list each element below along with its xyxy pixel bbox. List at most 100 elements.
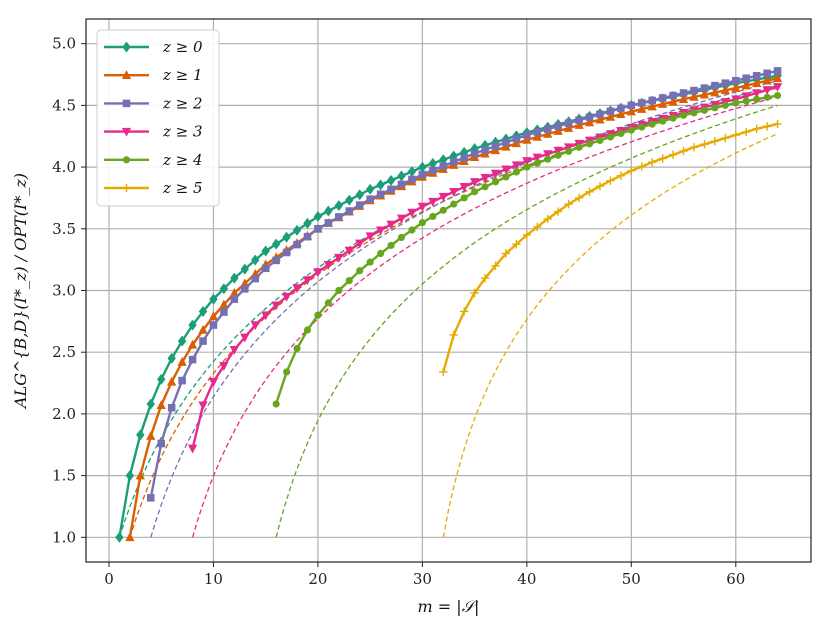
data-point (323, 261, 333, 270)
x-tick-label: 30 (413, 570, 432, 588)
data-point (617, 129, 625, 138)
data-point (261, 245, 270, 257)
data-point (397, 180, 406, 189)
data-point (366, 195, 374, 203)
data-point (230, 272, 239, 284)
data-point (554, 151, 562, 159)
data-point (136, 429, 145, 441)
data-point (491, 261, 500, 271)
data-point (773, 67, 782, 75)
x-axis-label: m = |𝒮| (418, 597, 480, 616)
data-point (501, 141, 511, 151)
data-point (418, 219, 426, 227)
data-point (627, 101, 636, 110)
data-point (626, 106, 636, 116)
data-point (742, 97, 750, 105)
data-point (387, 241, 395, 250)
data-point (240, 333, 250, 343)
series (187, 83, 783, 454)
data-point (596, 110, 604, 119)
data-point (668, 96, 678, 106)
x-tick-label: 20 (308, 570, 327, 588)
series-line (442, 122, 778, 373)
y-tick-label: 3.5 (52, 220, 76, 238)
data-point (669, 91, 677, 100)
data-point (742, 74, 751, 83)
data-point (125, 470, 135, 482)
data-point (459, 307, 469, 316)
data-point (439, 162, 448, 170)
data-point (377, 249, 385, 258)
data-point (449, 158, 458, 166)
data-point (375, 226, 386, 236)
data-point (177, 357, 187, 366)
data-point (679, 89, 688, 97)
data-point (512, 134, 521, 143)
data-point (763, 69, 771, 78)
data-point (752, 124, 761, 134)
data-point (345, 277, 353, 285)
data-point (418, 170, 427, 179)
data-point (772, 83, 783, 92)
data-point (647, 101, 657, 111)
y-tick-label: 2.5 (52, 343, 76, 361)
data-point (731, 83, 741, 92)
data-point (449, 330, 458, 340)
data-point (429, 212, 437, 221)
data-point (208, 311, 219, 321)
data-point (125, 532, 135, 542)
data-point (721, 101, 729, 109)
data-point (595, 114, 605, 124)
legend-label: z ≥ 1 (162, 66, 203, 84)
data-point (428, 157, 438, 169)
data-point (502, 138, 510, 147)
data-point (386, 220, 396, 230)
data-point (574, 193, 584, 203)
data-point (773, 119, 782, 129)
data-point (522, 230, 532, 240)
data-point (544, 155, 552, 163)
data-point (469, 178, 480, 187)
legend-item: z ≥ 2 (104, 94, 203, 112)
data-point (334, 200, 344, 212)
data-point (293, 240, 301, 249)
data-point (648, 96, 656, 105)
series (272, 91, 782, 408)
data-point (543, 128, 553, 138)
legend-label: z ≥ 2 (162, 94, 203, 112)
data-point (752, 78, 762, 87)
data-point (512, 240, 521, 249)
data-point (146, 398, 155, 410)
data-point (627, 126, 635, 134)
axis-ticks: 0 10 20 30 40 50 60 1.0 1.5 2.0 2.5 3.0 3.5 4.0 4.5 5.0 (52, 35, 745, 588)
data-point (553, 146, 563, 156)
data-point (261, 311, 271, 321)
x-tick-label: 50 (622, 570, 641, 588)
legend: z ≥ 0 z ≥ 1 z ≥ 2 z ≥ 3 z ≥ 4 z ≥ 5 (96, 29, 220, 207)
data-point (648, 120, 656, 128)
data-point (283, 368, 291, 376)
data-point (187, 339, 198, 349)
data-point (669, 114, 677, 122)
data-point (762, 75, 772, 85)
x-tick-label: 60 (726, 570, 745, 588)
data-point (396, 214, 407, 224)
data-point (752, 71, 761, 80)
data-point (679, 146, 688, 156)
data-point (302, 276, 313, 286)
data-point (606, 133, 614, 141)
data-point (407, 208, 417, 218)
data-point (480, 173, 490, 183)
data-point (678, 94, 689, 103)
data-point (198, 324, 208, 334)
data-point (397, 233, 406, 242)
y-tick-label: 2.0 (52, 405, 76, 423)
data-point (627, 166, 636, 175)
data-point (511, 138, 522, 148)
data-point (742, 127, 751, 137)
data-point (710, 87, 720, 97)
data-point (115, 531, 124, 543)
data-point (251, 274, 260, 283)
data-point (553, 126, 563, 135)
